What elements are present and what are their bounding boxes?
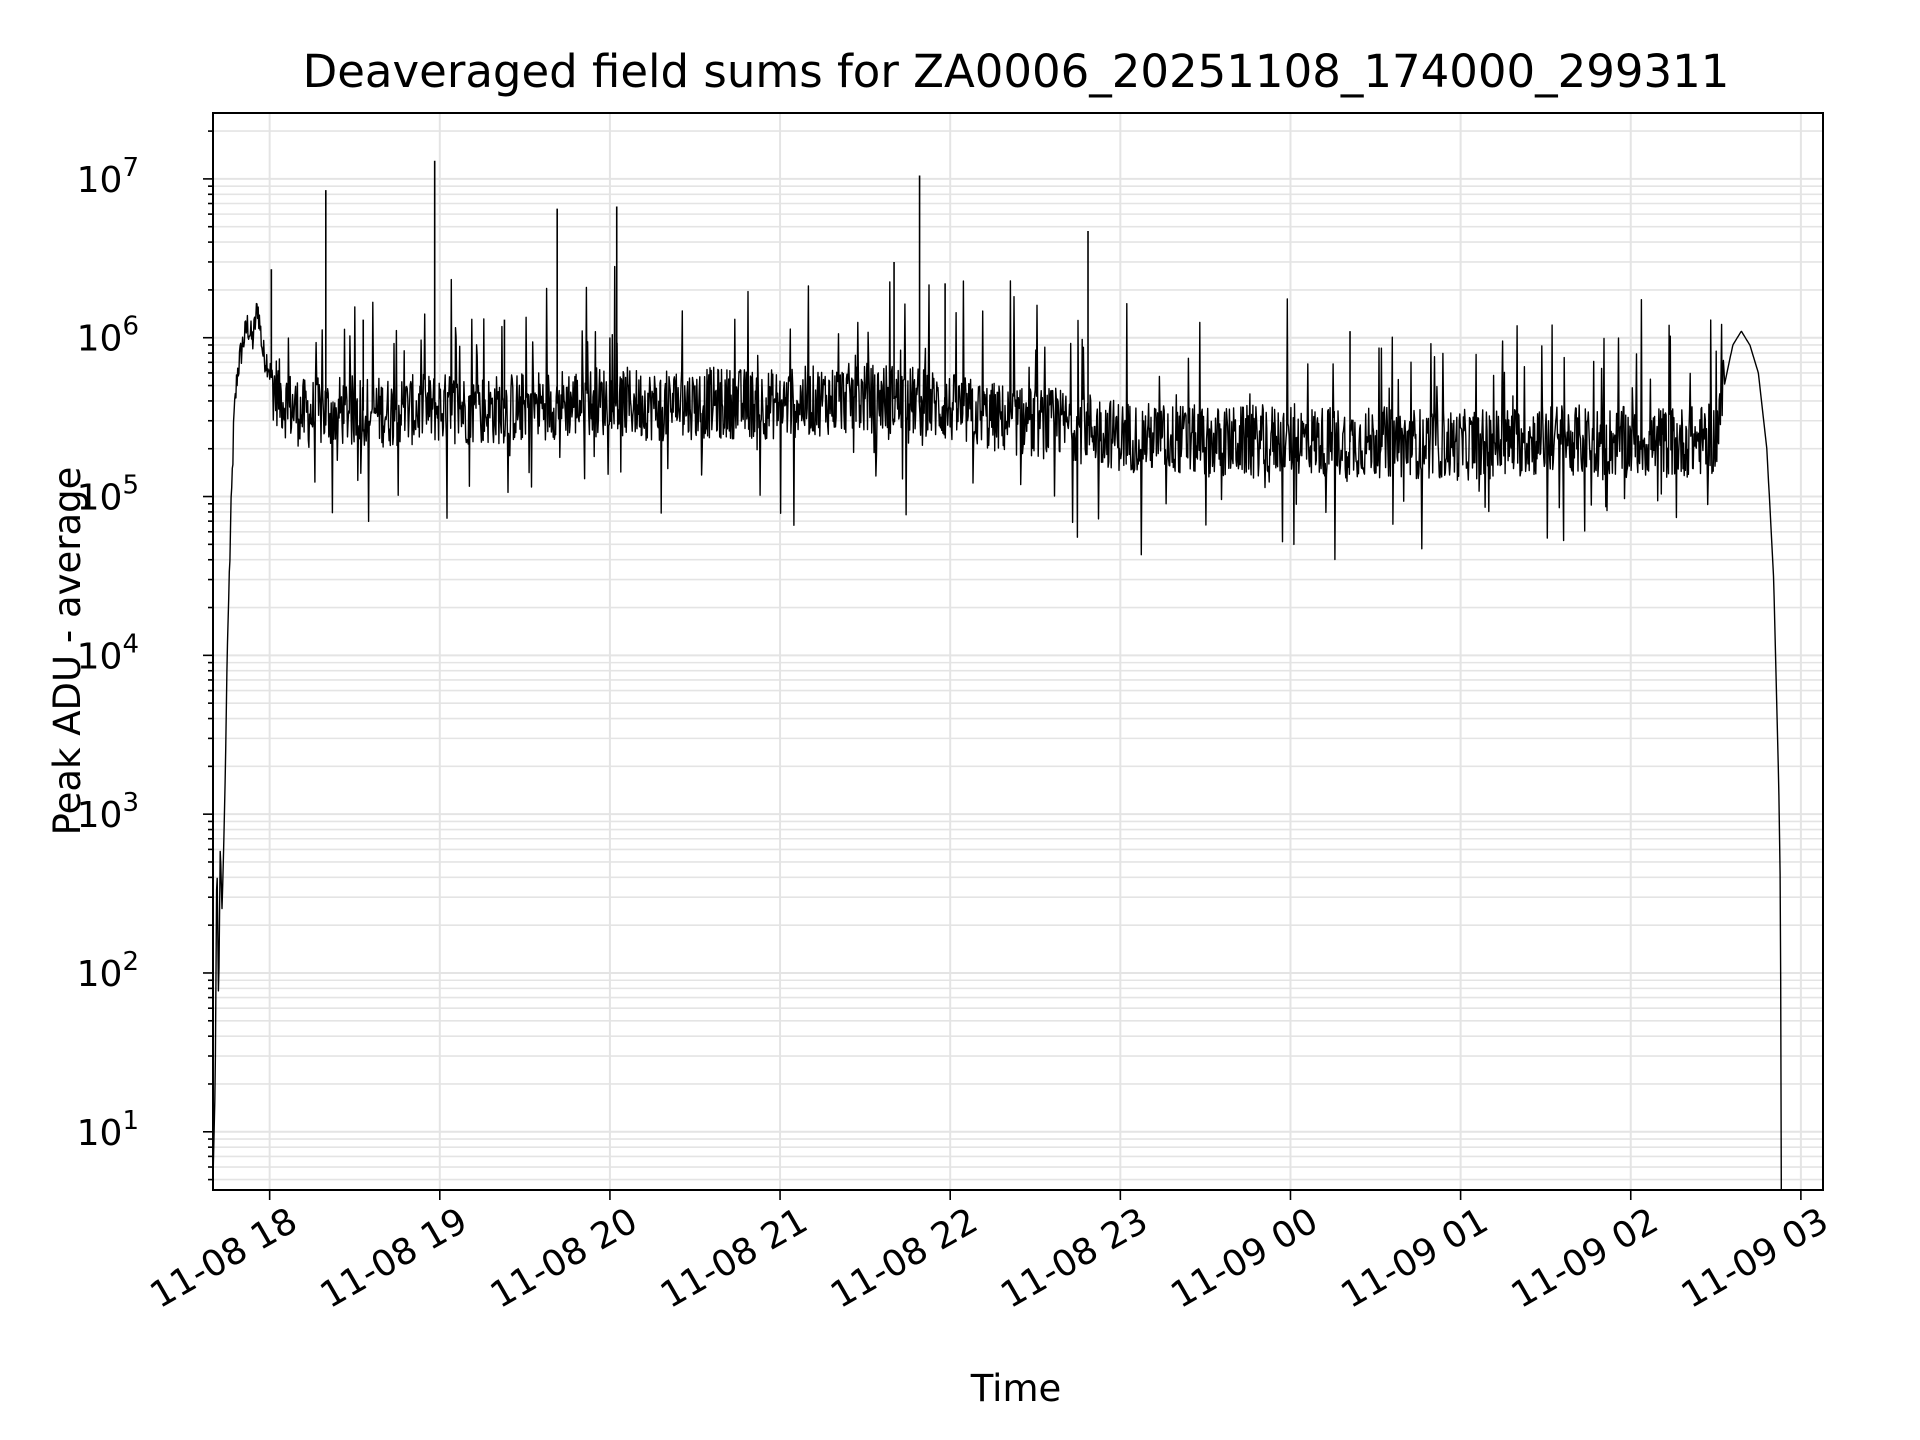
x-axis-label: Time (970, 1367, 1062, 1410)
y-tick-label-exponent: 1 (122, 1106, 139, 1136)
y-tick-label: 102 (77, 947, 139, 995)
y-tick-label: 104 (77, 629, 139, 677)
y-tick-label-base: 10 (77, 1113, 123, 1154)
y-tick-label-exponent: 7 (122, 153, 139, 183)
y-tick-label-base: 10 (77, 636, 123, 677)
chart-title: Deaveraged field sums for ZA0006_2025110… (303, 45, 1730, 98)
series-layer (212, 160, 1782, 1191)
y-tick-label-exponent: 5 (122, 471, 139, 501)
y-tick-label-base: 10 (77, 319, 123, 360)
y-tick-label-base: 10 (77, 795, 123, 836)
y-tick-label: 106 (77, 312, 139, 360)
grid (213, 113, 1823, 1190)
y-tick-label: 103 (77, 788, 139, 836)
y-tick-label-exponent: 2 (122, 947, 139, 977)
y-tick-label-base: 10 (77, 478, 123, 519)
y-axis-label: Peak ADU - average (46, 467, 89, 836)
y-tick-label-base: 10 (77, 160, 123, 201)
y-tick-label-exponent: 6 (122, 312, 139, 342)
series-line (212, 265, 1782, 1191)
y-tick-label-base: 10 (77, 954, 123, 995)
plot-frame (212, 112, 1824, 1191)
y-tick-label: 107 (77, 153, 139, 201)
y-tick-label-exponent: 4 (122, 629, 139, 659)
y-tick-label: 101 (77, 1106, 139, 1154)
y-tick-label: 105 (77, 471, 139, 519)
y-tick-label-exponent: 3 (122, 788, 139, 818)
